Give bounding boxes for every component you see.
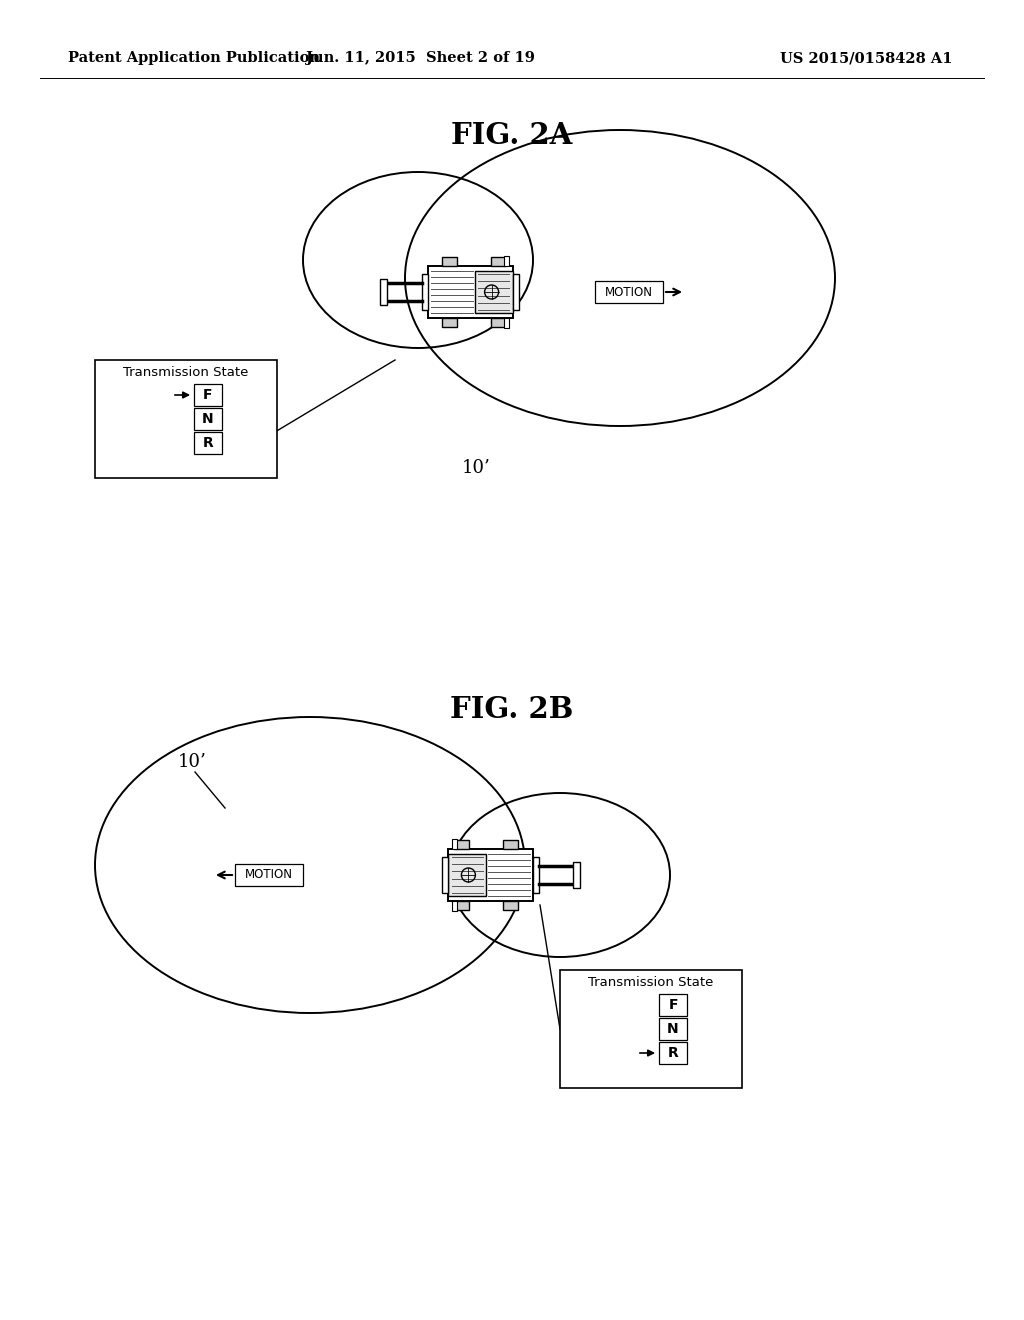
- Text: FIG. 2A: FIG. 2A: [452, 120, 572, 149]
- Bar: [422, 275, 427, 310]
- Text: R: R: [203, 436, 213, 450]
- Bar: [427, 267, 512, 318]
- Bar: [504, 318, 509, 327]
- Text: F: F: [669, 998, 678, 1012]
- Bar: [442, 257, 457, 267]
- Bar: [503, 840, 518, 849]
- Bar: [447, 849, 532, 902]
- Bar: [194, 432, 222, 454]
- Bar: [234, 865, 303, 886]
- Text: Transmission State: Transmission State: [589, 977, 714, 990]
- Bar: [442, 318, 457, 327]
- Bar: [532, 857, 539, 894]
- Text: F: F: [203, 388, 213, 403]
- Bar: [659, 1041, 687, 1064]
- Text: MOTION: MOTION: [245, 869, 293, 882]
- Bar: [490, 318, 506, 327]
- Text: 10’: 10’: [462, 459, 490, 477]
- Bar: [490, 257, 506, 267]
- Bar: [380, 279, 387, 305]
- Text: Transmission State: Transmission State: [123, 367, 249, 380]
- Bar: [194, 384, 222, 407]
- Bar: [474, 271, 512, 313]
- Text: R: R: [668, 1045, 678, 1060]
- Text: 10’: 10’: [178, 752, 207, 771]
- Text: Jun. 11, 2015  Sheet 2 of 19: Jun. 11, 2015 Sheet 2 of 19: [305, 51, 535, 65]
- Text: N: N: [202, 412, 214, 426]
- Bar: [95, 360, 278, 478]
- Bar: [441, 857, 447, 894]
- Text: N: N: [668, 1022, 679, 1036]
- Text: FIG. 2B: FIG. 2B: [451, 696, 573, 725]
- Text: US 2015/0158428 A1: US 2015/0158428 A1: [780, 51, 952, 65]
- Bar: [194, 408, 222, 430]
- Bar: [560, 970, 742, 1088]
- Text: MOTION: MOTION: [605, 285, 653, 298]
- Bar: [659, 1018, 687, 1040]
- Bar: [454, 840, 469, 849]
- Text: Patent Application Publication: Patent Application Publication: [68, 51, 319, 65]
- Bar: [512, 275, 518, 310]
- Bar: [504, 256, 509, 267]
- Bar: [503, 902, 518, 909]
- Bar: [659, 994, 687, 1016]
- Bar: [595, 281, 663, 304]
- Bar: [452, 902, 457, 911]
- Bar: [454, 902, 469, 909]
- Bar: [447, 854, 485, 896]
- Bar: [452, 840, 457, 849]
- Bar: [573, 862, 580, 888]
